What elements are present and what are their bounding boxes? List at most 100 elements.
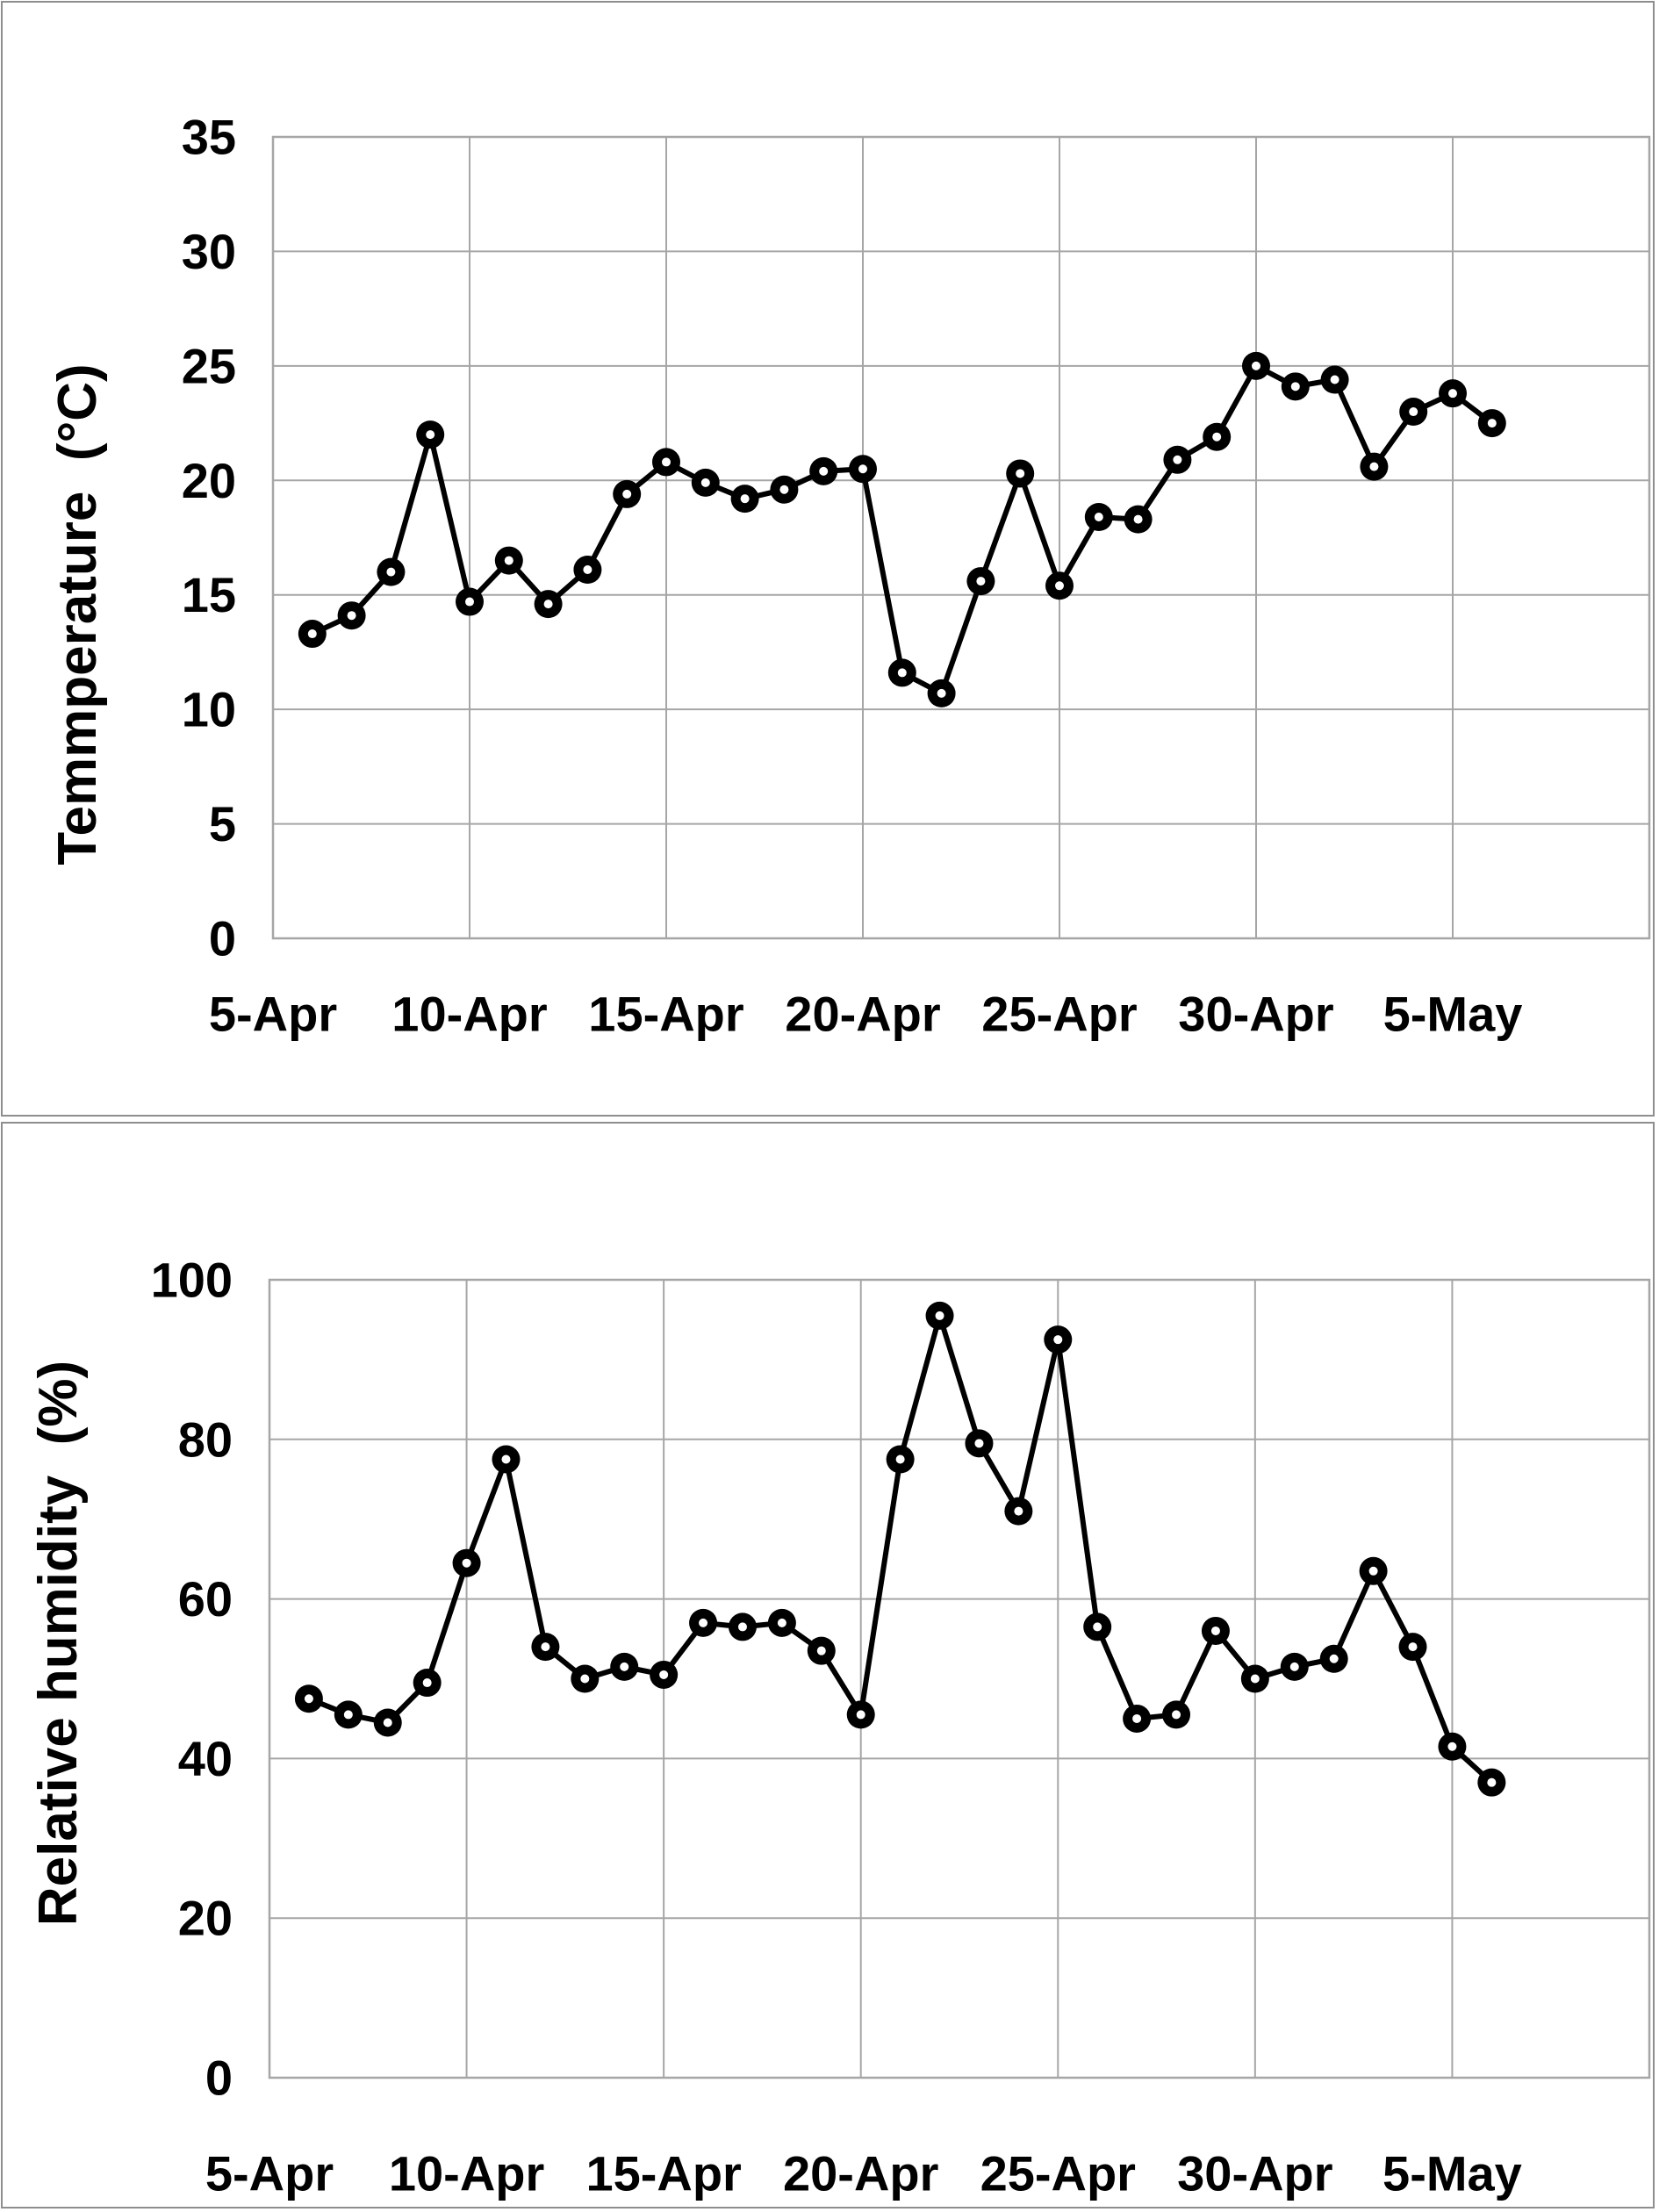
data-point-marker-hole-30-Apr <box>1252 361 1260 370</box>
series-markers <box>298 351 1506 707</box>
y-tick-label-100: 100 <box>151 1253 233 1308</box>
x-tick-label-30-Apr: 30-Apr <box>1177 2146 1332 2201</box>
data-point-marker-hole-18-Apr <box>777 1618 786 1627</box>
data-point-marker-hole-23-Apr <box>974 1439 984 1448</box>
data-point-marker-hole-5-May <box>1447 1742 1457 1751</box>
y-tick-label-60: 60 <box>178 1571 233 1627</box>
x-tick-label-5-Apr: 5-Apr <box>209 987 337 1042</box>
plot-area-border <box>271 135 1651 940</box>
temperature-y-axis-title: Temmperature (°C) <box>47 363 108 865</box>
x-tick-label-30-Apr: 30-Apr <box>1178 987 1333 1042</box>
data-point-marker-hole-20-Apr <box>856 1710 865 1720</box>
data-point-marker-hole-16-Apr <box>699 1618 708 1627</box>
y-tick-label-35: 35 <box>182 110 236 165</box>
data-point-marker-hole-9-Apr <box>426 430 435 440</box>
humidity-line-chart: 0 20 40 60 80 100 5-Apr 10-Apr 15-Apr 20-Apr 25-Ap… <box>151 1253 1651 2201</box>
series-line <box>309 363 1495 696</box>
data-point-marker-hole-16-Apr <box>700 478 710 487</box>
temperature-line-chart: 0 5 10 15 20 25 30 35 5-Apr 10-Apr 15-Apr 20-Apr 25-… <box>182 110 1651 1042</box>
x-tick-label-5-May: 5-May <box>1383 987 1523 1042</box>
temperature-chart-panel: 0 5 10 15 20 25 30 35 5-Apr 10-Apr 15-Apr 20-Apr 25-… <box>1 1 1655 1117</box>
data-point-marker-hole-30-Apr <box>1250 1674 1260 1684</box>
data-point-marker-hole-14-Apr <box>620 1662 629 1671</box>
data-point-marker-hole-22-Apr <box>937 688 946 698</box>
data-point-marker-hole-22-Apr <box>935 1311 944 1320</box>
y-tick-label-20: 20 <box>178 1891 233 1946</box>
data-point-marker-hole-6-Apr <box>304 1694 313 1704</box>
x-tick-label-10-Apr: 10-Apr <box>389 2146 544 2201</box>
data-point-marker-hole-29-Apr <box>1210 1626 1220 1635</box>
data-point-marker-hole-1-May <box>1290 382 1300 391</box>
axis-tick-labels: 0 5 10 15 20 25 30 35 5-Apr 10-Apr 15-Apr 20-Apr 25-… <box>182 110 1523 1042</box>
series-markers <box>294 1301 1506 1797</box>
data-point-marker-hole-23-Apr <box>976 577 986 586</box>
data-point-marker-hole-17-Apr <box>737 1622 747 1632</box>
y-tick-label-80: 80 <box>178 1411 233 1467</box>
data-point-marker-hole-10-Apr <box>462 1558 471 1568</box>
data-point-marker-hole-17-Apr <box>740 494 750 504</box>
data-point-marker-hole-6-May <box>1487 1778 1497 1787</box>
data-point-marker-hole-10-Apr <box>465 597 474 607</box>
data-point-marker-hole-13-Apr <box>580 1674 590 1684</box>
data-point-marker-hole-7-Apr <box>343 1710 353 1720</box>
data-point-marker-hole-6-May <box>1487 419 1497 428</box>
x-tick-label-15-Apr: 15-Apr <box>588 987 743 1042</box>
data-point-marker-hole-6-Apr <box>307 629 317 639</box>
x-tick-label-25-Apr: 25-Apr <box>981 987 1137 1042</box>
data-point-marker-hole-19-Apr <box>819 466 829 476</box>
data-point-marker-hole-18-Apr <box>779 485 789 494</box>
data-point-marker-hole-11-Apr <box>501 1454 511 1464</box>
plot-area-border <box>268 1278 1651 2079</box>
data-point-marker-hole-13-Apr <box>583 565 592 575</box>
x-tick-label-5-Apr: 5-Apr <box>205 2146 334 2201</box>
data-point-marker-hole-8-Apr <box>383 1718 392 1727</box>
data-point-marker-hole-28-Apr <box>1173 455 1182 464</box>
data-point-marker-hole-27-Apr <box>1132 1713 1142 1723</box>
gridlines <box>269 1279 1649 2079</box>
data-point-marker-hole-27-Apr <box>1133 514 1143 524</box>
data-point-marker-hole-11-Apr <box>504 556 514 565</box>
x-tick-label-5-May: 5-May <box>1382 2146 1522 2201</box>
data-point-marker-hole-25-Apr <box>1053 1335 1063 1345</box>
data-point-marker-hole-7-Apr <box>347 611 356 621</box>
data-point-marker-hole-2-May <box>1330 375 1339 384</box>
x-tick-label-25-Apr: 25-Apr <box>980 2146 1136 2201</box>
y-tick-label-40: 40 <box>178 1731 233 1786</box>
data-point-marker-hole-29-Apr <box>1212 432 1222 442</box>
data-point-marker-hole-1-May <box>1289 1662 1299 1671</box>
data-point-marker-hole-2-May <box>1329 1654 1339 1663</box>
data-point-marker-hole-14-Apr <box>622 489 632 499</box>
x-tick-label-10-Apr: 10-Apr <box>391 987 547 1042</box>
data-point-marker-hole-25-Apr <box>1055 581 1064 591</box>
x-tick-label-20-Apr: 20-Apr <box>783 2146 938 2201</box>
data-point-marker-hole-8-Apr <box>386 567 396 577</box>
humidity-y-axis-title: Relative humidity (%) <box>28 1360 89 1927</box>
x-tick-label-15-Apr: 15-Apr <box>585 2146 741 2201</box>
axis-tick-labels: 0 20 40 60 80 100 5-Apr 10-Apr 15-Apr 20-Apr 25-Ap… <box>151 1253 1522 2201</box>
data-point-marker-hole-28-Apr <box>1172 1710 1181 1720</box>
data-point-marker-hole-26-Apr <box>1093 1622 1102 1632</box>
data-point-marker-hole-5-May <box>1448 389 1457 399</box>
data-point-marker-hole-19-Apr <box>816 1646 826 1655</box>
data-point-marker-hole-3-May <box>1368 1566 1378 1576</box>
data-point-marker-hole-26-Apr <box>1094 513 1103 522</box>
data-point-marker-hole-12-Apr <box>541 1642 550 1652</box>
data-point-marker-hole-4-May <box>1409 407 1418 417</box>
humidity-chart-panel: 0 20 40 60 80 100 5-Apr 10-Apr 15-Apr 20-Apr 25-Ap… <box>1 1122 1655 2208</box>
y-tick-label-10: 10 <box>182 682 236 737</box>
data-point-marker-hole-9-Apr <box>422 1678 432 1688</box>
data-point-marker-hole-24-Apr <box>1014 1506 1023 1516</box>
data-point-marker-hole-15-Apr <box>659 1670 669 1679</box>
data-point-marker-hole-3-May <box>1369 462 1379 471</box>
y-tick-label-20: 20 <box>182 453 236 508</box>
y-tick-label-15: 15 <box>182 567 236 622</box>
data-point-marker-hole-20-Apr <box>858 464 867 474</box>
gridlines <box>272 136 1649 939</box>
x-tick-label-20-Apr: 20-Apr <box>785 987 940 1042</box>
y-tick-label-0: 0 <box>209 911 236 966</box>
data-point-marker-hole-15-Apr <box>662 457 671 467</box>
series-line <box>305 1312 1495 1785</box>
y-tick-label-30: 30 <box>182 224 236 279</box>
y-tick-label-5: 5 <box>209 796 236 851</box>
